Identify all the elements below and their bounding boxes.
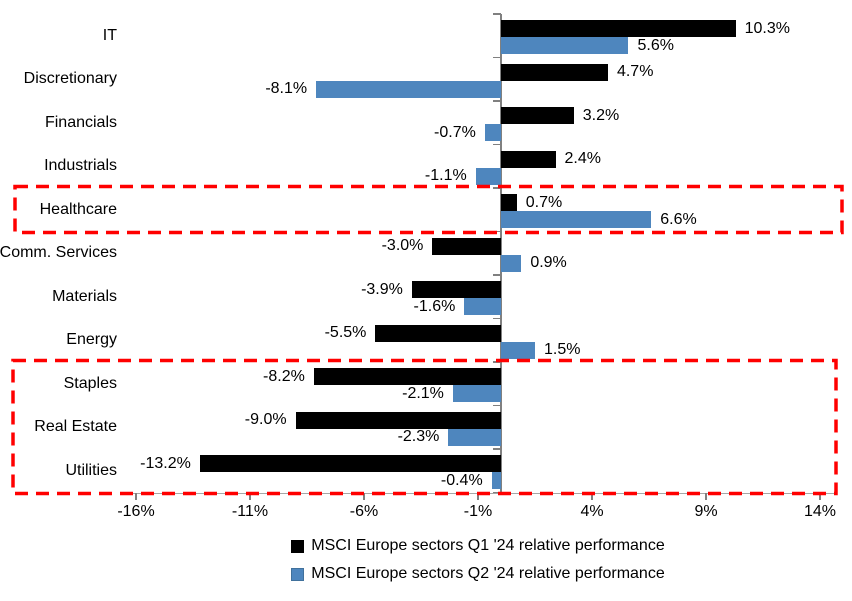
category-tick [492, 13, 501, 15]
category-label: Real Estate [34, 418, 117, 436]
bar-q1 [375, 324, 501, 342]
bar-q1 [295, 411, 501, 429]
bar-q1 [500, 63, 608, 81]
legend-swatch-q2-icon [291, 567, 305, 581]
x-tick-label: -6% [349, 502, 379, 520]
category-tick [492, 404, 501, 407]
category-label: Discretionary [23, 70, 117, 88]
value-label-q2: 0.9% [530, 254, 567, 272]
category-label: Energy [66, 331, 117, 349]
value-label-q2: -2.1% [402, 384, 444, 402]
y-axis-line [499, 14, 502, 493]
value-label-q1: 10.3% [744, 19, 790, 37]
legend-label-q1: MSCI Europe sectors Q1 '24 relative perf… [311, 537, 665, 554]
value-label-q2: 5.6% [637, 36, 674, 54]
bar-q1 [500, 20, 736, 38]
x-tick-label: 14% [803, 502, 837, 520]
bar-q1 [313, 368, 501, 386]
legend-label-q2: MSCI Europe sectors Q2 '24 relative perf… [311, 565, 665, 582]
value-label-q2: 6.6% [660, 210, 697, 228]
x-tick-label: -16% [117, 502, 155, 520]
value-label-q1: 3.2% [582, 106, 620, 124]
highlight-box-healthcare [13, 184, 844, 235]
bar-q1 [500, 150, 556, 168]
value-label-q2: -8.1% [265, 80, 308, 98]
value-label-q2: -0.7% [434, 123, 476, 141]
x-tick [819, 492, 821, 500]
category-label: Staples [63, 374, 117, 392]
category-tick [492, 274, 501, 276]
category-tick [492, 230, 501, 233]
bar-q2 [448, 428, 501, 446]
value-label-q1: -8.2% [263, 367, 305, 385]
bar-q2 [500, 211, 652, 229]
value-label-q1: -3.9% [361, 280, 403, 298]
value-label-q1: -3.0% [381, 237, 424, 255]
bar-q2 [475, 167, 501, 185]
x-tick-label: -1% [463, 502, 493, 520]
x-tick [249, 492, 251, 500]
category-tick [492, 317, 501, 320]
x-tick [591, 492, 593, 500]
x-tick-label: 4% [580, 502, 604, 520]
value-label-q2: -1.1% [424, 167, 467, 185]
category-tick [492, 100, 501, 102]
category-label: Industrials [44, 157, 117, 175]
category-tick [492, 56, 501, 59]
value-label-q2: 1.5% [544, 341, 581, 359]
value-label-q1: -13.2% [140, 454, 191, 472]
bar-q2 [500, 341, 535, 359]
bar-q1 [199, 455, 501, 473]
x-tick-label: 9% [694, 502, 718, 520]
bar-q1 [411, 281, 501, 299]
bar-q1 [500, 194, 517, 212]
category-label: Utilities [65, 461, 117, 479]
category-tick [492, 448, 501, 450]
x-tick [705, 492, 707, 500]
bar-q2 [500, 37, 629, 55]
value-label-q1: -9.0% [244, 411, 287, 429]
category-label: Materials [52, 287, 117, 305]
bar-q2 [316, 80, 501, 98]
category-tick [492, 143, 501, 146]
legend-item-q2: MSCI Europe sectors Q2 '24 relative perf… [291, 565, 665, 583]
x-axis-line [127, 492, 836, 494]
bar-q1 [500, 107, 574, 125]
legend-item-q1: MSCI Europe sectors Q1 '24 relative perf… [291, 537, 665, 555]
category-label: Comm. Services [0, 244, 117, 262]
x-tick-label: -11% [231, 502, 269, 520]
category-tick [492, 361, 501, 363]
value-label-q1: -5.5% [324, 324, 367, 342]
bar-q1 [432, 237, 501, 255]
value-label-q2: -1.6% [413, 297, 456, 315]
value-label-q2: -0.4% [440, 471, 483, 489]
category-label: Financials [44, 113, 117, 131]
bar-q2 [464, 298, 501, 316]
value-label-q2: -2.3% [397, 428, 440, 446]
category-tick [492, 187, 501, 189]
category-label: IT [102, 26, 117, 44]
bar-q2 [500, 254, 522, 272]
legend: MSCI Europe sectors Q1 '24 relative perf… [136, 537, 820, 583]
bar-q2 [491, 472, 501, 490]
bar-q2 [452, 385, 501, 403]
x-tick [477, 492, 479, 500]
x-tick [363, 492, 365, 500]
bar-q2 [484, 124, 501, 142]
value-label-q1: 0.7% [525, 193, 563, 211]
category-label: Healthcare [39, 200, 117, 218]
x-tick [135, 492, 137, 500]
value-label-q1: 2.4% [564, 150, 601, 168]
value-label-q1: 4.7% [616, 63, 654, 81]
legend-swatch-q1-icon [291, 539, 305, 553]
